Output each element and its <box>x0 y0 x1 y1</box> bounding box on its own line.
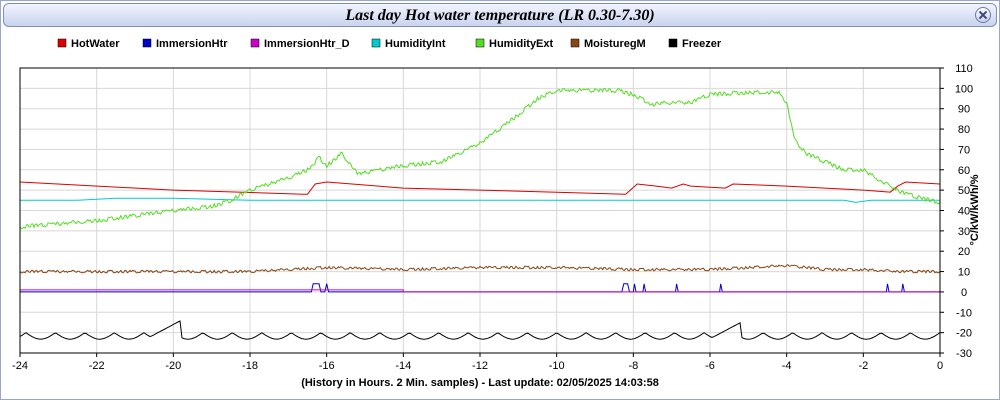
y-tick-label: 80 <box>958 124 970 136</box>
legend-swatch <box>668 38 678 48</box>
legend-label: HumidityInt <box>385 38 446 50</box>
legend-swatch <box>371 38 381 48</box>
x-tick-label: -20 <box>165 360 181 372</box>
legend-swatch <box>250 38 260 48</box>
x-tick-label: -12 <box>472 360 488 372</box>
y-tick-label: 50 <box>958 185 970 197</box>
y-tick-label: 110 <box>955 63 973 75</box>
y-tick-label: 70 <box>958 144 970 156</box>
y-axis-label: °C/kW/kWh/% <box>969 174 981 245</box>
x-tick-label: -2 <box>858 360 868 372</box>
legend-label: HumidityExt <box>489 38 554 50</box>
legend: HotWater ImmersionHtr ImmersionHtr_D Humidi… <box>57 38 722 50</box>
series-line-hotwater <box>19 181 941 195</box>
x-tick-label: -16 <box>319 360 335 372</box>
plot-area <box>19 87 941 340</box>
title-bar: Last day Hot water temperature (LR 0.30-… <box>3 3 997 27</box>
series-line-humidityext <box>19 87 941 230</box>
y-tick-label: 90 <box>958 104 970 116</box>
legend-label: HotWater <box>71 38 120 50</box>
x-tick-label: -6 <box>705 360 715 372</box>
legend-label: ImmersionHtr <box>156 38 228 50</box>
y-tick-label: -20 <box>956 328 972 340</box>
legend-swatch <box>142 38 152 48</box>
y-tick-label: 30 <box>958 226 970 238</box>
legend-swatch <box>570 38 580 48</box>
legend-label: Freezer <box>682 38 722 50</box>
close-icon[interactable] <box>975 7 991 23</box>
x-tick-label: 0 <box>937 360 943 372</box>
x-tick-label: -22 <box>89 360 105 372</box>
y-tick-label: 10 <box>958 267 970 279</box>
series-line-immersionhtr_d <box>20 289 940 293</box>
series-line-humidityint <box>20 197 940 203</box>
series-line-moisturegm <box>19 263 941 274</box>
y-tick-label: -30 <box>956 348 972 360</box>
x-tick-label: -10 <box>549 360 565 372</box>
y-tick-label: 0 <box>961 287 967 299</box>
legend-swatch <box>475 38 485 48</box>
y-tick-label: 60 <box>958 165 970 177</box>
series-line-freezer <box>19 320 941 340</box>
grid <box>19 67 941 354</box>
x-tick-label: -24 <box>12 360 28 372</box>
y-tick-label: 100 <box>955 83 973 95</box>
x-tick-label: -4 <box>782 360 792 372</box>
y-tick-label: 40 <box>958 206 970 218</box>
legend-label: ImmersionHtr_D <box>264 38 350 50</box>
plot-border <box>19 67 941 354</box>
x-tick-label: -8 <box>628 360 638 372</box>
x-tick-label: -14 <box>395 360 411 372</box>
legend-swatch <box>57 38 67 48</box>
chart-title: Last day Hot water temperature (LR 0.30-… <box>345 7 655 24</box>
x-tick-label: -18 <box>242 360 258 372</box>
y-tick-label: -10 <box>956 307 972 319</box>
legend-label: MoisturegM <box>584 38 646 50</box>
y-tick-label: 20 <box>958 246 970 258</box>
x-axis-label: (History in Hours. 2 Min. samples) - Las… <box>301 377 659 389</box>
